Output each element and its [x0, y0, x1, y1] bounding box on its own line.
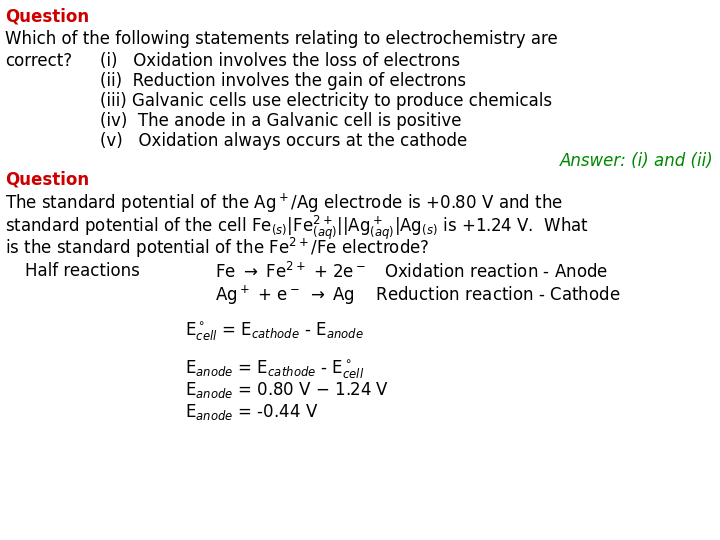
Text: (iv)  The anode in a Galvanic cell is positive: (iv) The anode in a Galvanic cell is pos…: [100, 112, 462, 130]
Text: Which of the following statements relating to electrochemistry are: Which of the following statements relati…: [5, 30, 558, 48]
Text: (iii) Galvanic cells use electricity to produce chemicals: (iii) Galvanic cells use electricity to …: [100, 92, 552, 110]
Text: E$^\circ_{cell}$ = E$_{cathode}$ - E$_{anode}$: E$^\circ_{cell}$ = E$_{cathode}$ - E$_{a…: [185, 320, 364, 342]
Text: E$_{anode}$ = -0.44 V: E$_{anode}$ = -0.44 V: [185, 402, 318, 422]
Text: is the standard potential of the Fe$^{2+}$/Fe electrode?: is the standard potential of the Fe$^{2+…: [5, 236, 430, 260]
Text: Question: Question: [5, 8, 89, 26]
Text: standard potential of the cell Fe$_{(s)}$|Fe$^{2+}_{(aq)}$||Ag$^+_{(aq)}$|Ag$_{(: standard potential of the cell Fe$_{(s)}…: [5, 214, 589, 242]
Text: E$_{anode}$ = E$_{cathode}$ - E$^\circ_{cell}$: E$_{anode}$ = E$_{cathode}$ - E$^\circ_{…: [185, 358, 364, 380]
Text: Question: Question: [5, 170, 89, 188]
Text: E$_{anode}$ = 0.80 V $-$ 1.24 V: E$_{anode}$ = 0.80 V $-$ 1.24 V: [185, 380, 390, 400]
Text: (v)   Oxidation always occurs at the cathode: (v) Oxidation always occurs at the catho…: [100, 132, 467, 150]
Text: (ii)  Reduction involves the gain of electrons: (ii) Reduction involves the gain of elec…: [100, 72, 466, 90]
Text: Fe $\rightarrow$ Fe$^{2+}$ + 2e$^-$   Oxidation reaction - Anode: Fe $\rightarrow$ Fe$^{2+}$ + 2e$^-$ Oxid…: [215, 262, 608, 282]
Text: correct?: correct?: [5, 52, 72, 70]
Text: Answer: (i) and (ii): Answer: (i) and (ii): [560, 152, 714, 170]
Text: (i)   Oxidation involves the loss of electrons: (i) Oxidation involves the loss of elect…: [100, 52, 460, 70]
Text: Half reactions: Half reactions: [25, 262, 140, 280]
Text: The standard potential of the Ag$^+$/Ag electrode is +0.80 V and the: The standard potential of the Ag$^+$/Ag …: [5, 192, 563, 215]
Text: Ag$^+$ + e$^-$ $\rightarrow$ Ag    Reduction reaction - Cathode: Ag$^+$ + e$^-$ $\rightarrow$ Ag Reductio…: [215, 284, 621, 307]
